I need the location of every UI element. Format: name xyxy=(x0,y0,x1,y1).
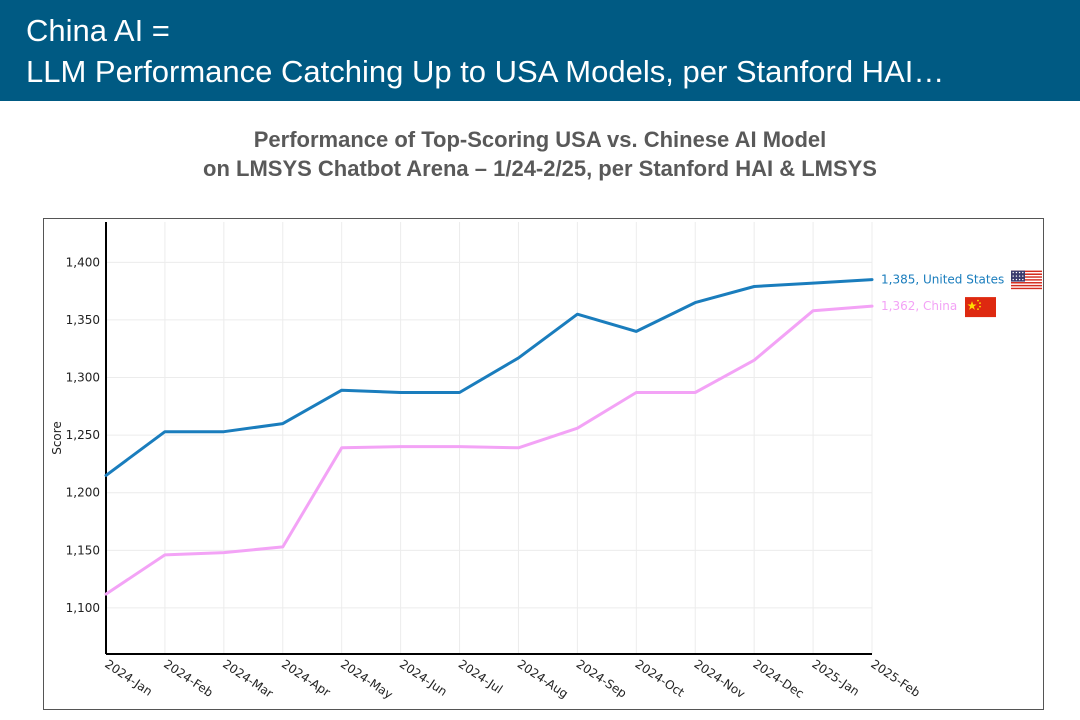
slide-title-line-2: LLM Performance Catching Up to USA Model… xyxy=(26,54,945,89)
x-tick-label: 2025-Jan xyxy=(809,657,862,699)
axes xyxy=(105,222,872,655)
end-label-united-states: 1,385, United States xyxy=(881,273,1004,287)
y-tick-label: 1,400 xyxy=(66,255,100,269)
y-axis-label: Score xyxy=(50,421,64,455)
y-tick-labels: 1,100 1,150 1,200 1,250 1,300 1,350 1,400 xyxy=(66,255,100,615)
y-tick-label: 1,350 xyxy=(66,313,100,327)
chart-frame xyxy=(43,218,1044,710)
slide-title-line-1: China AI = xyxy=(26,13,170,48)
chart-title-line-2: on LMSYS Chatbot Arena – 1/24-2/25, per … xyxy=(203,156,877,181)
x-tick-label: 2024-Nov xyxy=(692,657,748,701)
y-tick-label: 1,150 xyxy=(66,543,100,557)
x-tick-label: 2024-Dec xyxy=(750,657,806,701)
x-tick-label: 2024-Mar xyxy=(220,657,276,701)
y-tick-label: 1,250 xyxy=(66,428,100,442)
china-flag-icon xyxy=(965,297,996,318)
series-lines xyxy=(104,278,874,596)
series-line-china xyxy=(104,304,874,596)
end-labels: 1,385, United States 1,362, China xyxy=(881,270,1042,318)
y-tick-label: 1,100 xyxy=(66,601,100,615)
x-tick-label: 2024-Oct xyxy=(633,657,687,700)
x-tick-label: 2024-Apr xyxy=(279,657,333,700)
x-tick-label: 2024-Jul xyxy=(456,657,505,697)
x-tick-label: 2024-Sep xyxy=(574,657,629,701)
series-line-united-states xyxy=(104,278,874,477)
x-tick-label: 2024-Jun xyxy=(397,657,450,699)
x-tick-label: 2025-Feb xyxy=(868,657,922,700)
y-tick-label: 1,200 xyxy=(66,486,100,500)
end-label-china: 1,362, China xyxy=(881,299,957,313)
chart-title-line-1: Performance of Top-Scoring USA vs. Chine… xyxy=(253,127,827,152)
x-tick-label: 2024-Feb xyxy=(161,657,215,700)
header-banner: China AI = LLM Performance Catching Up t… xyxy=(0,0,1080,101)
x-tick-label: 2024-Aug xyxy=(515,657,571,701)
us-flag-icon xyxy=(1011,270,1042,291)
x-tick-labels: 2024-Jan 2024-Feb 2024-Mar 2024-Apr 2024-May… xyxy=(102,657,922,702)
y-tick-label: 1,300 xyxy=(66,371,100,385)
x-tick-label: 2024-Jan xyxy=(102,657,155,699)
x-tick-label: 2024-May xyxy=(338,657,395,702)
